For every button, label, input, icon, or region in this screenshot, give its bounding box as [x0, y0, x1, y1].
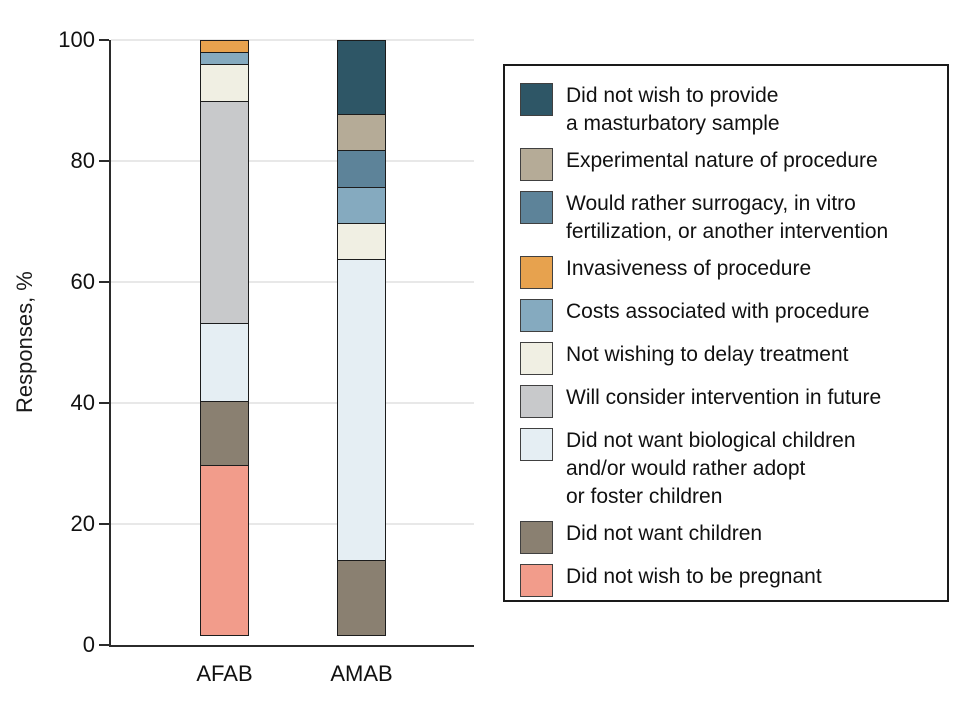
legend-item: Costs associated with procedure — [520, 298, 935, 332]
y-axis-title: Responses, % — [12, 271, 37, 414]
legend-swatch — [520, 385, 553, 418]
bar-segment — [337, 150, 386, 189]
legend-item: Did not wish to provide a masturbatory sa… — [520, 82, 935, 138]
legend-item: Will consider intervention in future — [520, 384, 935, 418]
gridline-40 — [111, 402, 474, 404]
gridline-20 — [111, 523, 474, 525]
legend-label-line: Did not want children — [566, 522, 763, 545]
y-tick-40 — [99, 402, 109, 404]
legend-label-line: Would rather surrogacy, in vitro — [566, 192, 856, 215]
legend-item: Invasiveness of procedure — [520, 255, 935, 289]
legend-label-line: Costs associated with procedure — [566, 300, 870, 323]
legend-item: Did not want children — [520, 520, 935, 554]
legend-swatch — [520, 148, 553, 181]
legend-label-line: Did not wish to be pregnant — [566, 565, 822, 588]
legend-label-line: Did not wish to provide — [566, 84, 779, 107]
y-tick-100 — [99, 39, 109, 41]
y-tick-80 — [99, 160, 109, 162]
legend-swatch — [520, 428, 553, 461]
bar-amab — [337, 40, 386, 645]
x-axis-label-afab: AFAB — [196, 661, 253, 686]
legend-item: Did not wish to be pregnant — [520, 563, 935, 597]
y-tick-label-80: 80 — [70, 148, 95, 173]
y-tick-label-60: 60 — [70, 269, 95, 294]
bar-segment — [200, 63, 249, 103]
legend-label-line: Experimental nature of procedure — [566, 149, 878, 172]
legend-label: Not wishing to delay treatment — [566, 341, 848, 369]
legend-label-line: Not wishing to delay treatment — [566, 343, 849, 366]
legend-label: Will consider intervention in future — [566, 384, 881, 412]
y-tick-label-40: 40 — [70, 390, 95, 415]
y-tick-label-0: 0 — [82, 632, 95, 657]
legend-label: Did not want children — [566, 520, 762, 548]
legend-label: Invasiveness of procedure — [566, 255, 811, 283]
bar-segment — [200, 400, 249, 467]
legend-label-line: and/or would rather adopt — [566, 457, 806, 480]
legend-label: Would rather surrogacy, in vitro fertiliz… — [566, 190, 888, 246]
legend-item: Would rather surrogacy, in vitro fertiliz… — [520, 190, 935, 246]
legend-swatch — [520, 521, 553, 554]
legend-label-line: or foster children — [566, 485, 723, 508]
legend-label-line: Invasiveness of procedure — [566, 257, 812, 280]
legend-label: Did not wish to be pregnant — [566, 563, 822, 591]
y-tick-label-100: 100 — [58, 27, 95, 52]
bar-segment — [200, 101, 249, 325]
legend-label: Did not want biological children and/or w… — [566, 427, 856, 511]
y-tick-label-20: 20 — [70, 511, 95, 536]
legend-item: Experimental nature of procedure — [520, 147, 935, 181]
bar-afab — [200, 40, 249, 645]
legend-swatch — [520, 191, 553, 224]
legend-label-line: Did not want biological children — [566, 429, 856, 452]
gridline-100 — [111, 39, 474, 41]
legend-item: Not wishing to delay treatment — [520, 341, 935, 375]
legend-label: Experimental nature of procedure — [566, 147, 878, 175]
y-tick-60 — [99, 281, 109, 283]
legend-swatch — [520, 564, 553, 597]
legend-swatch — [520, 83, 553, 116]
bar-segment — [200, 323, 249, 403]
legend-label-line: fertilization, or another intervention — [566, 220, 889, 243]
bar-segment — [337, 186, 386, 225]
bar-segment — [337, 114, 386, 152]
gridline-60 — [111, 281, 474, 283]
legend-label-line: Will consider intervention in future — [566, 386, 882, 409]
legend: Did not wish to provide a masturbatory sa… — [503, 64, 949, 602]
legend-swatch — [520, 342, 553, 375]
legend-swatch — [520, 299, 553, 332]
plot-area: 0 20 40 60 80 100 AFAB AMAB — [58, 27, 474, 686]
gridline-80 — [111, 160, 474, 162]
legend-item: Did not want biological children and/or w… — [520, 427, 935, 511]
legend-swatch — [520, 256, 553, 289]
y-tick-20 — [99, 523, 109, 525]
x-axis-label-amab: AMAB — [330, 661, 393, 686]
bar-segment — [337, 560, 386, 636]
bar-segment — [200, 464, 249, 636]
bar-segment — [337, 259, 386, 562]
legend-label-line: a masturbatory sample — [566, 112, 780, 135]
bar-segment — [337, 40, 386, 116]
y-tick-0 — [99, 644, 109, 646]
legend-label: Did not wish to provide a masturbatory sa… — [566, 82, 780, 138]
bar-segment — [337, 223, 386, 261]
legend-label: Costs associated with procedure — [566, 298, 870, 326]
